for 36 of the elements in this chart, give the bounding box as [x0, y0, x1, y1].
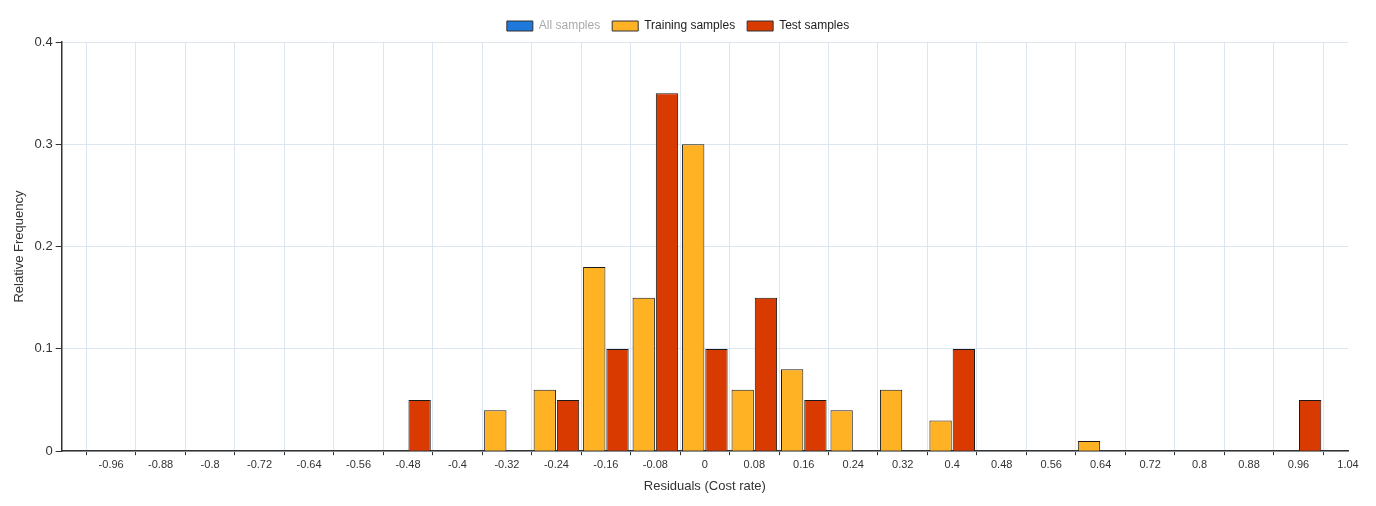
x-tick-label: -0.32 [494, 457, 520, 470]
x-tick-label: 0.48 [990, 457, 1013, 470]
y-tick-label: 0.2 [34, 238, 53, 254]
y-tick-label: 0 [45, 442, 53, 458]
x-tick-label: 0.88 [1238, 457, 1260, 470]
x-tick-label: -0.8 [200, 457, 220, 470]
x-tick-label: 1.04 [1337, 457, 1359, 470]
y-tick-label: 0.1 [34, 340, 53, 356]
x-tick-label: 0 [701, 457, 708, 470]
x-tick-label: -0.96 [98, 457, 124, 470]
x-tick-label: 0.4 [944, 457, 960, 470]
x-tick-label: -0.48 [395, 457, 421, 470]
x-tick-label: 0.32 [892, 457, 914, 470]
x-tick-label: 0.8 [1191, 457, 1208, 470]
x-tick-label: -0.64 [296, 457, 322, 470]
x-tick-label: 0.08 [743, 457, 766, 470]
x-tick-label: -0.72 [247, 457, 273, 470]
x-tick-label: 0.72 [1139, 457, 1161, 470]
x-tick-label: -0.88 [148, 457, 174, 470]
legend-label: Training samples [644, 18, 736, 33]
x-tick-label: -0.16 [593, 457, 619, 470]
x-tick-label: 0.24 [842, 457, 864, 470]
x-tick-label: 0.64 [1089, 457, 1112, 470]
x-tick-label: 0.16 [793, 457, 815, 470]
legend-label: All samples [538, 18, 601, 33]
x-axis-title: Residuals (Cost rate) [643, 477, 766, 493]
y-axis-title: Relative Frequency [11, 190, 27, 303]
x-tick-label: 0.96 [1287, 457, 1310, 470]
legend-label: Test samples [779, 18, 850, 33]
y-tick-label: 0.3 [34, 135, 53, 151]
y-tick-label: 0.4 [34, 33, 53, 49]
x-tick-label: 0.56 [1040, 457, 1062, 470]
x-tick-label: -0.08 [642, 457, 668, 470]
x-tick-label: -0.4 [447, 457, 467, 470]
x-tick-label: -0.56 [345, 457, 372, 470]
x-tick-label: -0.24 [543, 457, 569, 470]
